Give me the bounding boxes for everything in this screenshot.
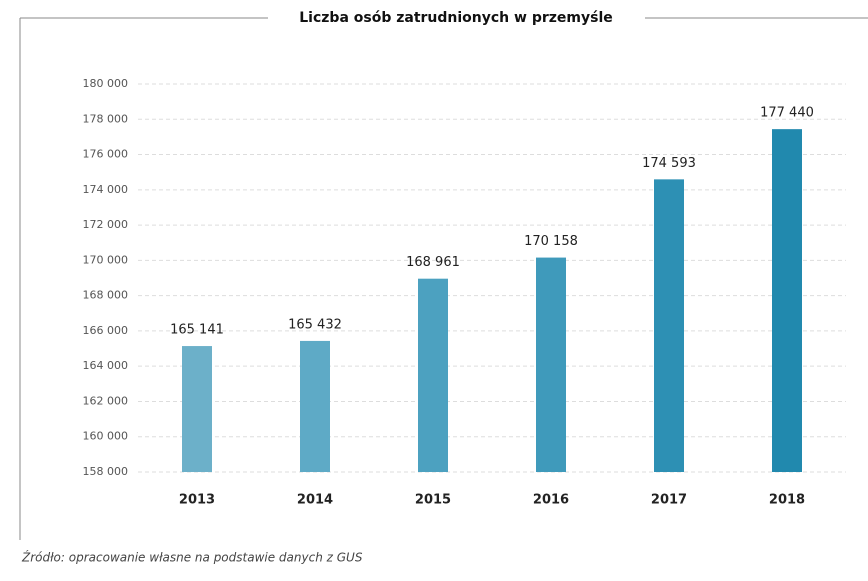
value-label: 177 440 bbox=[760, 106, 814, 121]
x-tick-label: 2013 bbox=[179, 493, 215, 508]
bar bbox=[182, 346, 212, 472]
y-tick-label: 172 000 bbox=[83, 218, 129, 231]
y-tick-label: 166 000 bbox=[83, 324, 129, 337]
chart-title: Liczba osób zatrudnionych w przemyśle bbox=[299, 10, 613, 26]
y-tick-label: 160 000 bbox=[83, 430, 129, 443]
y-tick-label: 174 000 bbox=[83, 183, 129, 196]
bar bbox=[654, 179, 684, 473]
value-label: 165 141 bbox=[170, 323, 224, 338]
x-tick-label: 2016 bbox=[533, 493, 569, 508]
y-tick-label: 176 000 bbox=[83, 148, 129, 161]
y-tick-label: 162 000 bbox=[83, 394, 129, 407]
bar bbox=[418, 278, 448, 472]
value-label: 170 158 bbox=[524, 234, 578, 249]
bar bbox=[300, 340, 330, 472]
x-tick-label: 2015 bbox=[415, 493, 451, 508]
x-tick-label: 2014 bbox=[297, 493, 333, 508]
x-tick-label: 2018 bbox=[769, 493, 805, 508]
y-tick-label: 178 000 bbox=[83, 112, 129, 125]
source-note: Źródło: opracowanie własne na podstawie … bbox=[21, 550, 363, 565]
y-tick-label: 164 000 bbox=[83, 359, 129, 372]
y-tick-label: 180 000 bbox=[83, 77, 129, 90]
value-label: 165 432 bbox=[288, 317, 342, 332]
value-label: 174 593 bbox=[642, 156, 696, 171]
bar bbox=[536, 257, 566, 472]
y-tick-label: 170 000 bbox=[83, 253, 129, 266]
y-tick-label: 158 000 bbox=[83, 465, 129, 478]
x-tick-label: 2017 bbox=[651, 493, 687, 508]
value-label: 168 961 bbox=[406, 255, 460, 270]
y-tick-label: 168 000 bbox=[83, 289, 129, 302]
bar bbox=[772, 129, 802, 472]
